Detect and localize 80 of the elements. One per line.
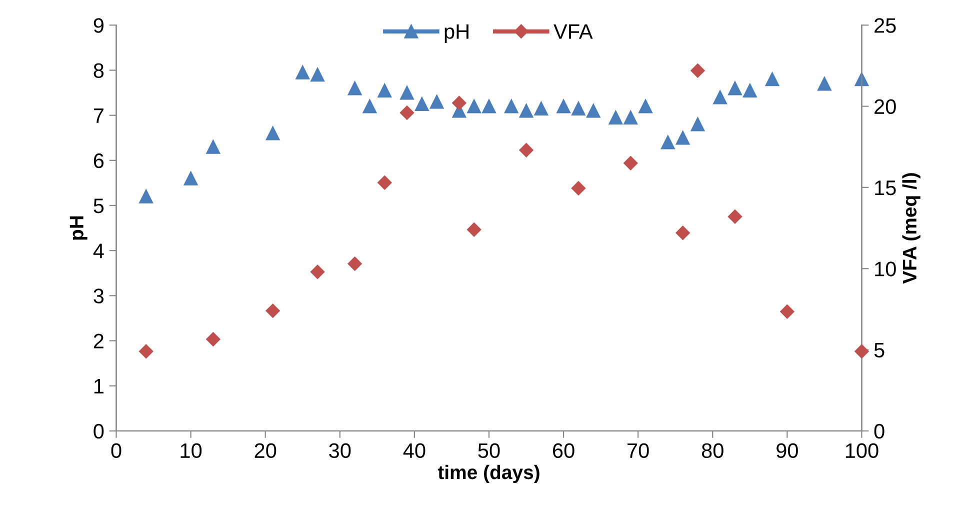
point: [348, 81, 362, 96]
point: [519, 143, 534, 158]
y2-tick-label: 15: [875, 180, 896, 196]
point: [676, 130, 690, 145]
point: [139, 190, 154, 204]
y2-tick-label: 0: [874, 424, 884, 439]
x-tick-label: 10: [180, 443, 202, 458]
point: [414, 97, 429, 111]
y2-tick-label: 10: [875, 262, 896, 276]
point: [676, 226, 690, 240]
x-tick-label: 60: [553, 443, 574, 458]
point: [467, 99, 482, 114]
y2-tick-label: 5: [874, 342, 884, 358]
point: [206, 332, 220, 346]
x-axis-title: time (days): [438, 464, 540, 484]
point: [266, 304, 280, 318]
y-tick-label: 7: [94, 108, 104, 123]
legend-label: pH: [444, 24, 468, 44]
point: [467, 222, 482, 237]
point: [266, 126, 280, 140]
point: [452, 96, 466, 110]
point: [690, 64, 705, 78]
point: [378, 176, 392, 190]
x-tick-label: 70: [628, 443, 649, 458]
point: [400, 86, 414, 100]
point: [638, 99, 652, 114]
y-axis-title: pH: [70, 216, 88, 240]
point: [310, 68, 324, 82]
y-tick-label: 8: [94, 63, 104, 78]
point: [296, 66, 310, 80]
point: [586, 104, 600, 118]
point: [139, 344, 154, 358]
y-tick-label: 0: [94, 424, 104, 439]
point: [184, 171, 198, 186]
point: [504, 99, 518, 114]
x-tick-label: 40: [403, 443, 426, 458]
point: [378, 84, 392, 98]
point: [482, 99, 496, 114]
y-tick-label: 6: [94, 153, 104, 168]
x-tick-label: 30: [329, 443, 351, 458]
legend-label: VFA: [554, 24, 593, 39]
y2-tick-label: 25: [874, 18, 896, 33]
point: [400, 106, 414, 120]
point: [780, 304, 794, 319]
x-tick-label: 0: [111, 443, 122, 458]
x-tick-label: 80: [702, 443, 724, 458]
x-tick-label: 100: [846, 443, 878, 458]
point: [624, 110, 638, 125]
y-tick-label: 3: [94, 288, 104, 304]
x-tick-label: 90: [776, 443, 798, 458]
point: [765, 72, 780, 86]
y-tick-label: 9: [94, 18, 104, 33]
y-tick-label: 1: [94, 379, 104, 394]
y2-tick-label: 20: [874, 99, 896, 114]
point: [534, 102, 548, 116]
point: [713, 90, 728, 104]
point: [817, 76, 832, 91]
point: [572, 102, 586, 116]
y-tick-label: 5: [94, 198, 104, 214]
point: [728, 81, 742, 96]
point: [206, 140, 220, 154]
point: [362, 99, 377, 114]
point: [430, 94, 444, 109]
point: [854, 344, 869, 358]
x-tick-label: 20: [254, 443, 276, 458]
point: [742, 84, 757, 98]
point: [348, 256, 362, 271]
y-tick-label: 2: [94, 334, 104, 348]
point: [519, 104, 534, 118]
point: [556, 99, 570, 114]
x-tick-label: 50: [478, 443, 500, 458]
y-tick-label: 4: [93, 244, 104, 258]
y2-axis-title: VFA (meq /l): [902, 173, 920, 284]
point: [310, 264, 325, 279]
point: [660, 135, 675, 150]
point: [571, 181, 586, 196]
point: [624, 156, 638, 170]
point: [690, 117, 705, 132]
point: [608, 110, 623, 125]
point: [728, 210, 742, 224]
